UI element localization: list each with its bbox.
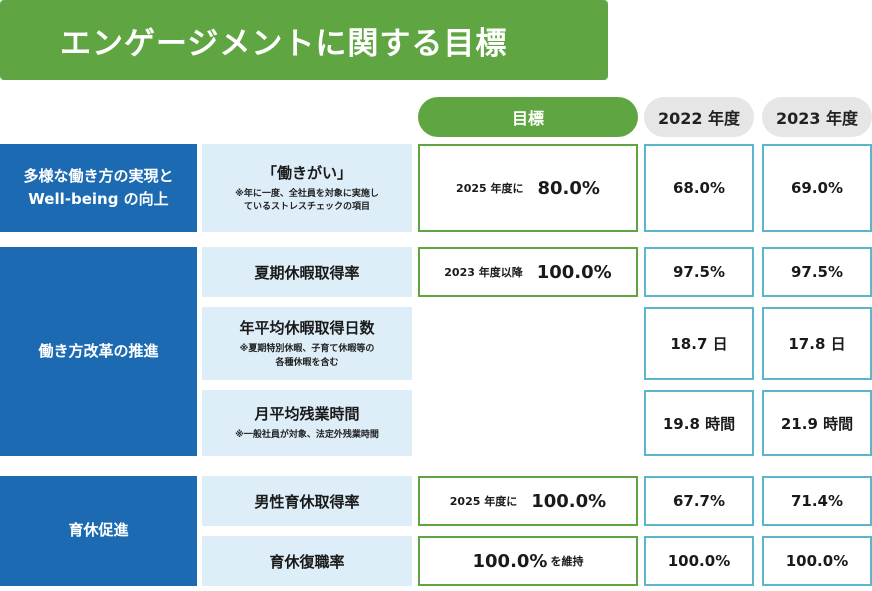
- item-annual-leave-days: 年平均休暇取得日数 ※夏期特別休暇、子育て休暇等の 各種休暇を含む: [202, 307, 412, 380]
- item-return-rate: 育休復職率: [202, 536, 412, 586]
- item-name: 男性育休取得率: [254, 492, 360, 511]
- category-childcare-leave: 育休促進: [0, 476, 197, 586]
- item-hatarakigai: 「働きがい」 ※年に一度、全社員を対象に実施し ているストレスチェックの項目: [202, 144, 412, 232]
- target-value: 100.0%: [536, 261, 612, 283]
- category-wellbeing-line2: Well-being の向上: [28, 190, 169, 208]
- category-wellbeing-line1: 多様な働き方の実現と: [23, 166, 174, 185]
- target-prefix: 2025 年度に: [456, 182, 524, 195]
- header-target: 目標: [418, 97, 638, 137]
- page-title: エンゲージメントに関する目標: [0, 0, 608, 80]
- item-name: 年平均休暇取得日数: [239, 319, 375, 337]
- target-value: 100.0%: [472, 550, 548, 572]
- category-workstyle-reform-label: 働き方改革の推進: [38, 341, 159, 360]
- item-note-line1: ※夏期特別休暇、子育て休暇等の: [239, 344, 375, 354]
- target-prefix: 2025 年度に: [449, 495, 518, 508]
- item-note-line1: ※年に一度、全社員を対象に実施し: [235, 188, 379, 199]
- value-2022: 19.8 時間: [644, 390, 754, 456]
- target-value: 80.0%: [537, 177, 600, 199]
- value-2023: 97.5%: [762, 247, 872, 297]
- target-cell: 2025 年度に 100.0%: [418, 476, 638, 526]
- target-cell: 2023 年度以降 100.0%: [418, 247, 638, 297]
- item-monthly-overtime: 月平均残業時間 ※一般社員が対象、法定外残業時間: [202, 390, 412, 456]
- header-2022: 2022 年度: [644, 97, 754, 137]
- value-2023: 100.0%: [762, 536, 872, 586]
- item-note: ※一般社員が対象、法定外残業時間: [235, 429, 379, 443]
- category-wellbeing: 多様な働き方の実現と Well-being の向上: [0, 144, 197, 232]
- item-summer-leave: 夏期休暇取得率: [202, 247, 412, 297]
- item-name: 育休復職率: [269, 552, 345, 571]
- item-name: 月平均残業時間: [254, 405, 360, 424]
- value-2022: 67.7%: [644, 476, 754, 526]
- target-suffix: を維持: [550, 555, 584, 568]
- item-note: ※年に一度、全社員を対象に実施し ているストレスチェックの項目: [235, 188, 379, 215]
- item-name: 夏期休暇取得率: [254, 263, 360, 282]
- item-name: 「働きがい」: [261, 163, 352, 182]
- target-cell: 100.0% を維持: [418, 536, 638, 586]
- item-note-line2: ているストレスチェックの項目: [243, 202, 370, 212]
- target-cell: 2025 年度に 80.0%: [418, 144, 638, 232]
- value-2023: 21.9 時間: [762, 390, 872, 456]
- item-note-line1: ※一般社員が対象、法定外残業時間: [235, 430, 379, 441]
- target-prefix: 2023 年度以降: [444, 266, 523, 279]
- value-2023: 71.4%: [762, 476, 872, 526]
- target-value: 100.0%: [531, 490, 607, 512]
- category-workstyle-reform: 働き方改革の推進: [0, 247, 197, 456]
- item-note-line2: 各種休暇を含む: [275, 357, 339, 368]
- item-note: ※夏期特別休暇、子育て休暇等の 各種休暇を含む: [240, 343, 375, 370]
- value-2023: 17.8 日: [762, 307, 872, 380]
- value-2023: 69.0%: [762, 144, 872, 232]
- header-2023: 2023 年度: [762, 97, 872, 137]
- category-childcare-leave-label: 育休促進: [68, 521, 129, 540]
- value-2022: 18.7 日: [644, 307, 754, 380]
- value-2022: 68.0%: [644, 144, 754, 232]
- item-male-childcare-leave: 男性育休取得率: [202, 476, 412, 526]
- value-2022: 97.5%: [644, 247, 754, 297]
- value-2022: 100.0%: [644, 536, 754, 586]
